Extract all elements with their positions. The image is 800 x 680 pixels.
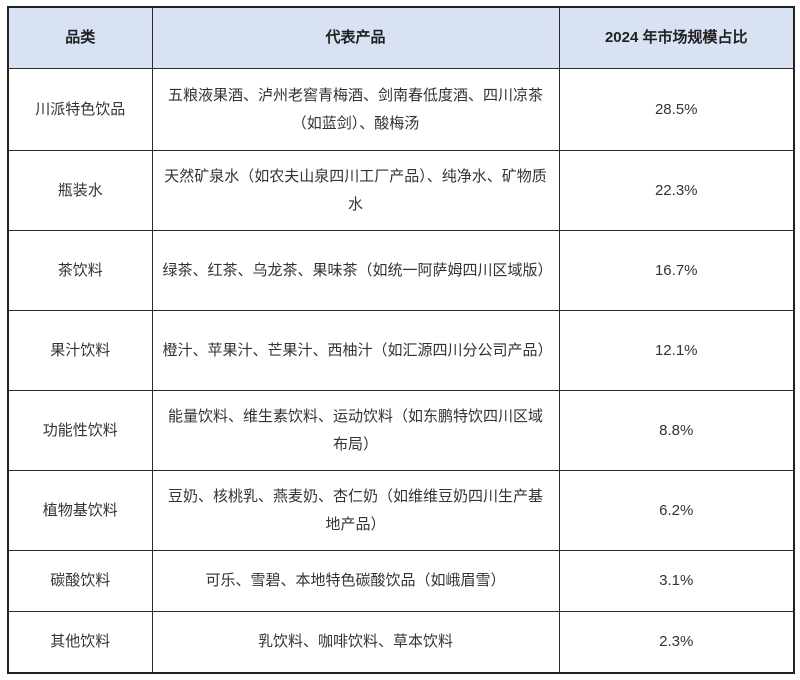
- table-row: 碳酸饮料 可乐、雪碧、本地特色碳酸饮品（如峨眉雪） 3.1%: [7, 550, 795, 612]
- cell-products: 橙汁、苹果汁、芒果汁、西柚汁（如汇源四川分公司产品）: [151, 310, 560, 391]
- cell-category: 瓶装水: [7, 150, 153, 231]
- cell-category: 碳酸饮料: [7, 550, 153, 612]
- cell-category: 川派特色饮品: [7, 68, 153, 151]
- cell-products: 绿茶、红茶、乌龙茶、果味茶（如统一阿萨姆四川区域版）: [151, 230, 560, 311]
- cell-share: 16.7%: [558, 230, 795, 311]
- table-header-row: 品类 代表产品 2024 年市场规模占比: [7, 6, 795, 69]
- header-cell-share: 2024 年市场规模占比: [558, 6, 795, 69]
- cell-category: 茶饮料: [7, 230, 153, 311]
- cell-products: 可乐、雪碧、本地特色碳酸饮品（如峨眉雪）: [151, 550, 560, 612]
- table-row: 其他饮料 乳饮料、咖啡饮料、草本饮料 2.3%: [7, 611, 795, 673]
- table-row: 果汁饮料 橙汁、苹果汁、芒果汁、西柚汁（如汇源四川分公司产品） 12.1%: [7, 310, 795, 391]
- cell-products: 乳饮料、咖啡饮料、草本饮料: [151, 611, 560, 673]
- table-row: 功能性饮料 能量饮料、维生素饮料、运动饮料（如东鹏特饮四川区域布局） 8.8%: [7, 390, 795, 471]
- cell-share: 8.8%: [558, 390, 795, 471]
- cell-category: 功能性饮料: [7, 390, 153, 471]
- cell-category: 植物基饮料: [7, 470, 153, 551]
- cell-share: 22.3%: [558, 150, 795, 231]
- cell-share: 28.5%: [558, 68, 795, 151]
- cell-products: 豆奶、核桃乳、燕麦奶、杏仁奶（如维维豆奶四川生产基地产品）: [151, 470, 560, 551]
- cell-share: 2.3%: [558, 611, 795, 673]
- header-cell-products: 代表产品: [151, 6, 560, 69]
- cell-products: 天然矿泉水（如农夫山泉四川工厂产品）、纯净水、矿物质水: [151, 150, 560, 231]
- table-row: 瓶装水 天然矿泉水（如农夫山泉四川工厂产品）、纯净水、矿物质水 22.3%: [7, 150, 795, 231]
- cell-category: 果汁饮料: [7, 310, 153, 391]
- header-cell-category: 品类: [7, 6, 153, 69]
- cell-share: 12.1%: [558, 310, 795, 391]
- market-share-table: 品类 代表产品 2024 年市场规模占比 川派特色饮品 五粮液果酒、泸州老窖青梅…: [7, 6, 795, 674]
- market-share-table-container: 品类 代表产品 2024 年市场规模占比 川派特色饮品 五粮液果酒、泸州老窖青梅…: [7, 6, 795, 674]
- table-row: 植物基饮料 豆奶、核桃乳、燕麦奶、杏仁奶（如维维豆奶四川生产基地产品） 6.2%: [7, 470, 795, 551]
- cell-share: 6.2%: [558, 470, 795, 551]
- table-row: 川派特色饮品 五粮液果酒、泸州老窖青梅酒、剑南春低度酒、四川凉茶（如蓝剑）、酸梅…: [7, 68, 795, 151]
- cell-category: 其他饮料: [7, 611, 153, 673]
- cell-share: 3.1%: [558, 550, 795, 612]
- cell-products: 能量饮料、维生素饮料、运动饮料（如东鹏特饮四川区域布局）: [151, 390, 560, 471]
- cell-products: 五粮液果酒、泸州老窖青梅酒、剑南春低度酒、四川凉茶（如蓝剑）、酸梅汤: [151, 68, 560, 151]
- table-row: 茶饮料 绿茶、红茶、乌龙茶、果味茶（如统一阿萨姆四川区域版） 16.7%: [7, 230, 795, 311]
